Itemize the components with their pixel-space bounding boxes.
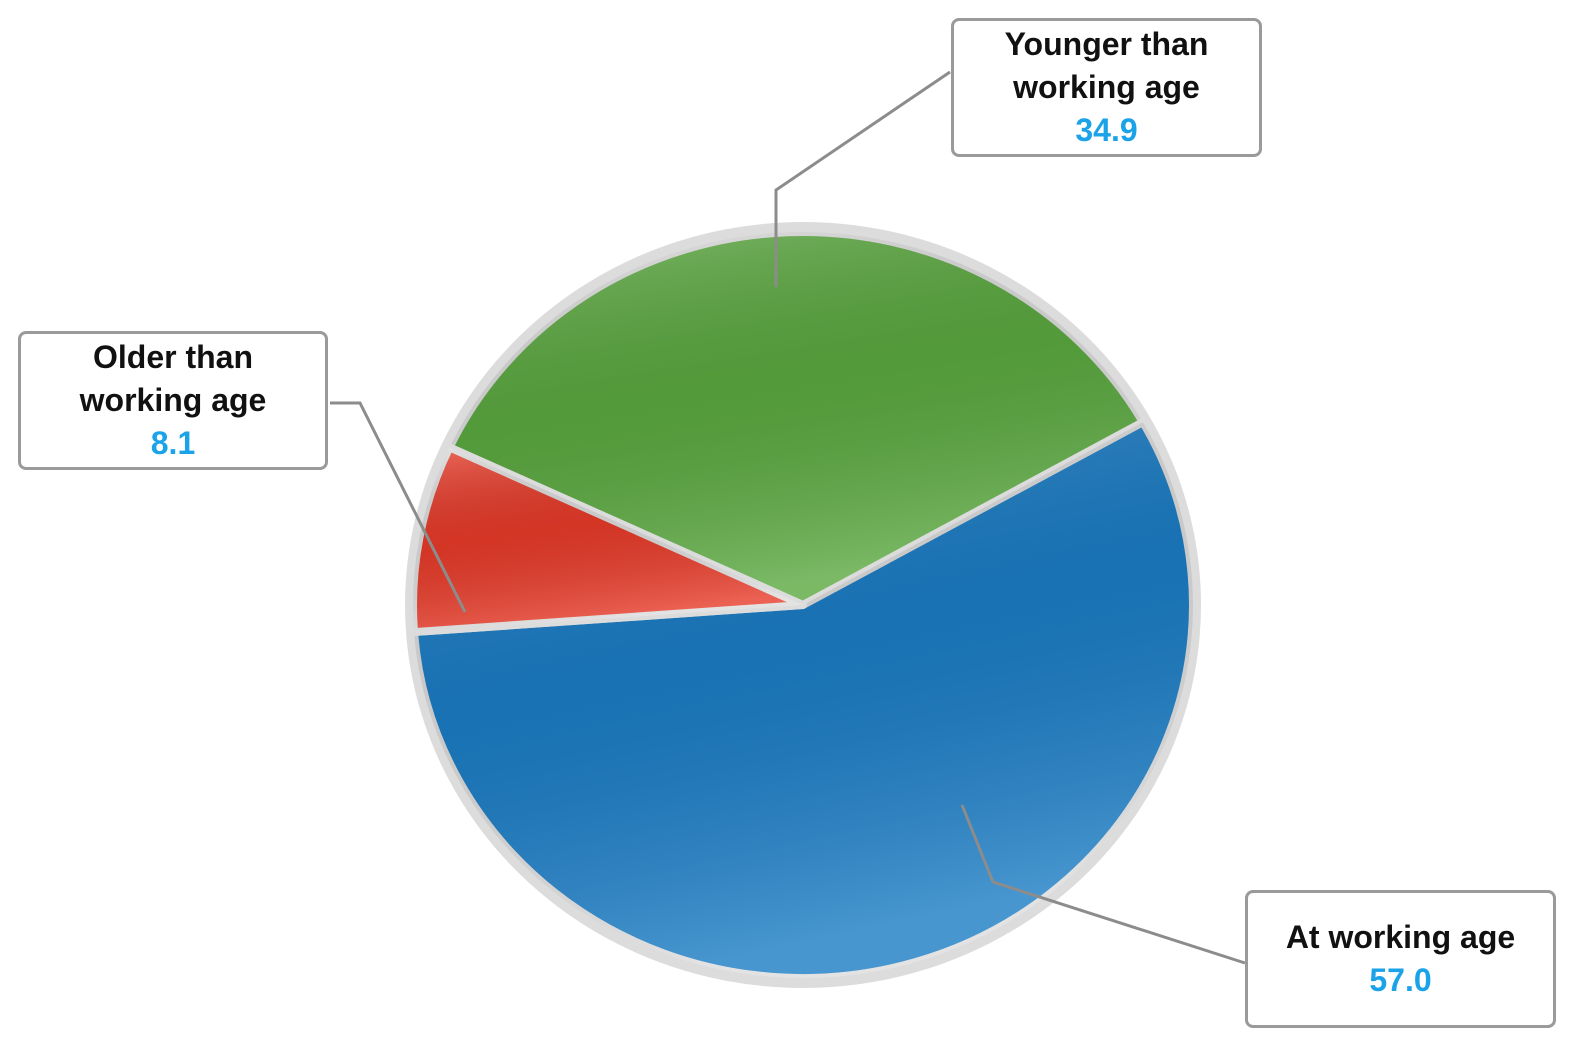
category-label: Older than working age xyxy=(79,339,267,418)
callout: At working age 57.0 xyxy=(1245,890,1556,1028)
value-label: 34.9 xyxy=(1075,112,1138,148)
slice-shade xyxy=(413,447,803,633)
category-label: Younger than working age xyxy=(1004,26,1209,105)
value-label: 8.1 xyxy=(150,425,196,461)
slice-shade xyxy=(414,422,1194,978)
leader-line xyxy=(960,804,1246,965)
callout: Younger than working age 34.9 xyxy=(951,18,1262,157)
callout: Older than working age 8.1 xyxy=(18,331,328,470)
leader-line xyxy=(330,401,467,613)
leader-line xyxy=(774,70,951,287)
category-label: At working age xyxy=(1285,919,1516,955)
value-label: 57.0 xyxy=(1369,962,1432,998)
